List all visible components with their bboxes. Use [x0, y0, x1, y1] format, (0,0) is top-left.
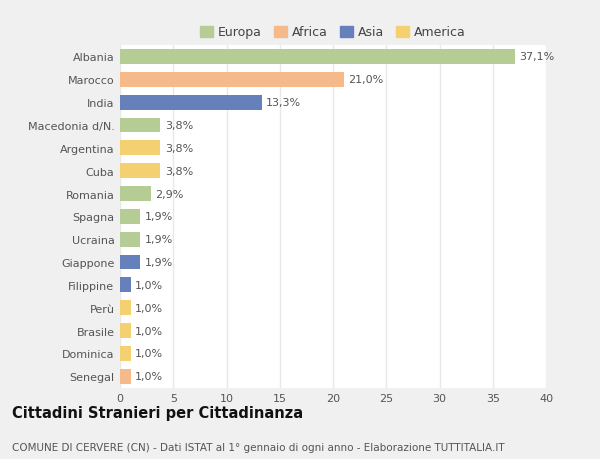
Text: 37,1%: 37,1%	[520, 52, 554, 62]
Bar	[120, 118, 160, 133]
Text: 1,0%: 1,0%	[135, 371, 163, 381]
Text: 3,8%: 3,8%	[165, 166, 193, 176]
Bar	[120, 95, 262, 110]
Bar	[120, 232, 140, 247]
Text: 3,8%: 3,8%	[165, 144, 193, 153]
Text: 1,0%: 1,0%	[135, 326, 163, 336]
Bar	[120, 164, 160, 179]
Bar	[120, 278, 131, 293]
Bar	[120, 301, 131, 315]
Text: 3,8%: 3,8%	[165, 121, 193, 131]
Bar	[120, 255, 140, 270]
Text: 1,0%: 1,0%	[135, 349, 163, 358]
Bar	[120, 73, 344, 88]
Text: 1,9%: 1,9%	[145, 212, 173, 222]
Text: 1,9%: 1,9%	[145, 257, 173, 268]
Bar	[120, 346, 131, 361]
Bar	[120, 50, 515, 65]
Bar	[120, 187, 151, 202]
Text: COMUNE DI CERVERE (CN) - Dati ISTAT al 1° gennaio di ogni anno - Elaborazione TU: COMUNE DI CERVERE (CN) - Dati ISTAT al 1…	[12, 442, 505, 452]
Text: 1,9%: 1,9%	[145, 235, 173, 245]
Bar	[120, 369, 131, 384]
Text: 1,0%: 1,0%	[135, 303, 163, 313]
Bar	[120, 141, 160, 156]
Text: Cittadini Stranieri per Cittadinanza: Cittadini Stranieri per Cittadinanza	[12, 405, 303, 420]
Text: 1,0%: 1,0%	[135, 280, 163, 290]
Text: 21,0%: 21,0%	[348, 75, 383, 85]
Text: 13,3%: 13,3%	[266, 98, 301, 108]
Bar	[120, 324, 131, 338]
Bar	[120, 209, 140, 224]
Legend: Europa, Africa, Asia, America: Europa, Africa, Asia, America	[196, 22, 470, 45]
Text: 2,9%: 2,9%	[155, 189, 184, 199]
